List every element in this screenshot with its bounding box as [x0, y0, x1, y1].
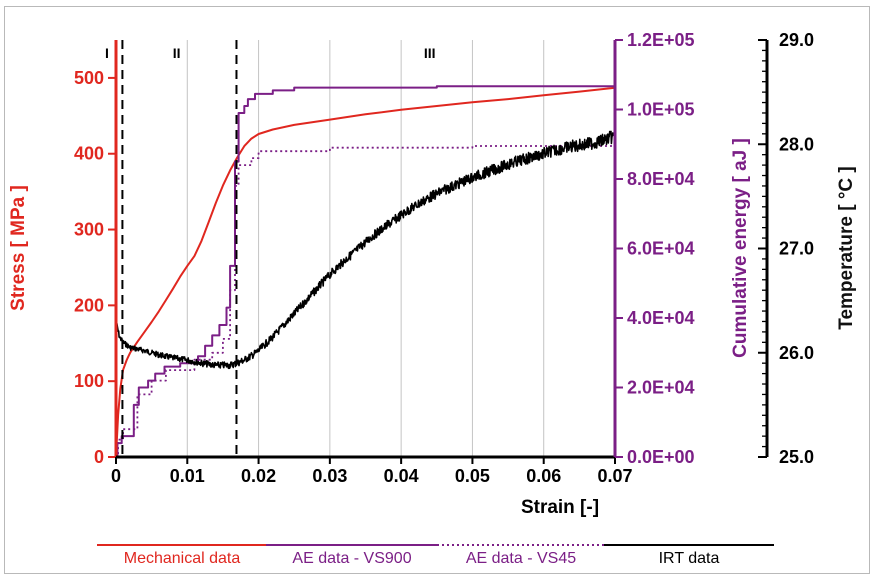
stress-tick-label: 500: [74, 68, 104, 88]
energy-tick-label: 2.0E+04: [627, 378, 695, 398]
series-ae-data-vs900: [116, 85, 615, 458]
stress-axis-title: Stress [ MPa ]: [8, 185, 29, 311]
x-tick-label: 0.04: [384, 466, 419, 486]
region-label: II: [173, 45, 181, 61]
x-tick-label: 0.01: [170, 466, 205, 486]
energy-tick-label: 6.0E+04: [627, 239, 695, 259]
x-axis-title: Strain [-]: [521, 497, 599, 518]
energy-tick-label: 4.0E+04: [627, 308, 695, 328]
energy-tick-label: 8.0E+04: [627, 169, 695, 189]
legend-label: AE data - VS900: [292, 550, 411, 567]
legend-label: IRT data: [659, 550, 720, 567]
series-irt-data: [115, 130, 616, 370]
region-label: I: [105, 45, 109, 61]
energy-tick-label: 1.2E+05: [627, 30, 695, 50]
temperature-tick-label: 26.0: [779, 343, 814, 363]
temperature-tick-label: 29.0: [779, 30, 814, 50]
temperature-axis-title: Temperature [ °C ]: [836, 166, 857, 330]
energy-tick-label: 1.0E+05: [627, 100, 695, 120]
x-tick-label: 0.06: [526, 466, 561, 486]
stress-tick-label: 300: [74, 220, 104, 240]
x-tick-label: 0.02: [241, 466, 276, 486]
energy-axis-title: Cumulative energy [ aJ ]: [730, 138, 751, 358]
x-tick-label: 0: [111, 466, 121, 486]
legend-label: AE data - VS45: [466, 550, 576, 567]
x-tick-label: 0.03: [312, 466, 347, 486]
x-tick-label: 0.07: [597, 466, 632, 486]
series-ae-data-vs45: [116, 145, 615, 458]
region-label: III: [424, 45, 436, 61]
energy-tick-label: 0.0E+00: [627, 447, 695, 467]
temperature-tick-label: 25.0: [779, 447, 814, 467]
temperature-tick-label: 28.0: [779, 134, 814, 154]
legend-label: Mechanical data: [124, 550, 241, 567]
stress-tick-label: 200: [74, 295, 104, 315]
figure-frame: [4, 6, 870, 574]
stress-tick-label: 0: [94, 447, 104, 467]
stress-tick-label: 100: [74, 371, 104, 391]
temperature-tick-label: 27.0: [779, 239, 814, 259]
stress-tick-label: 400: [74, 144, 104, 164]
series-mechanical-data: [115, 86, 616, 458]
x-tick-label: 0.05: [455, 466, 490, 486]
